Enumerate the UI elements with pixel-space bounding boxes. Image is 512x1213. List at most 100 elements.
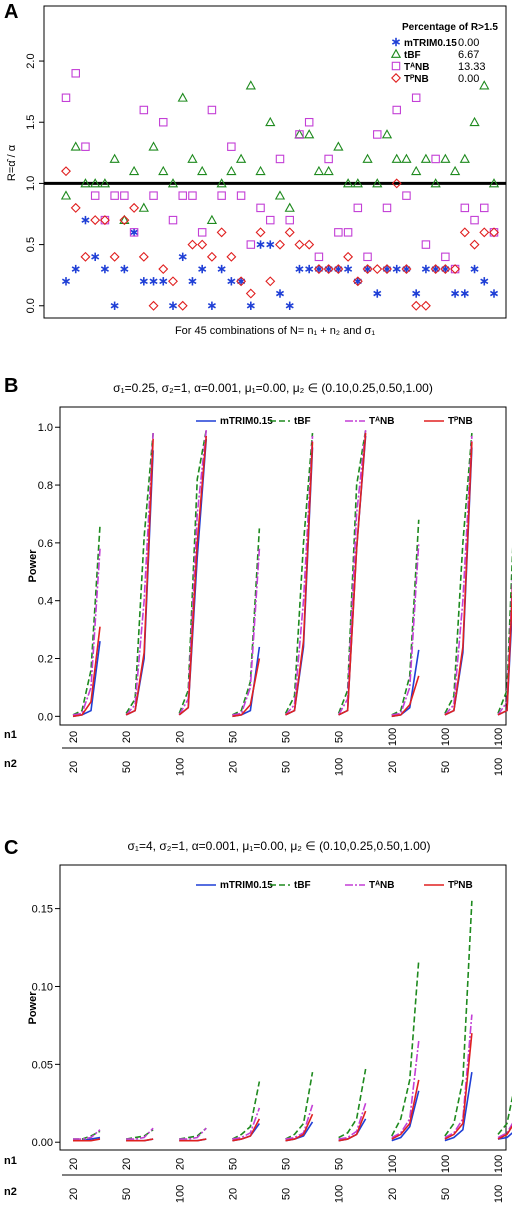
power-line-c: [444, 1014, 473, 1139]
point-triangle: [459, 153, 470, 163]
subtitle-c: σ₁=4, σ₂=1, α=0.001, μ₁=0.00, μ₂ ∈ (0.10…: [128, 839, 431, 853]
point-square: [178, 191, 187, 200]
point-triangle: [99, 178, 111, 188]
legend-marker-square: [391, 61, 401, 71]
point-diamond: [343, 251, 354, 262]
power-line-b: [178, 429, 208, 714]
point-square: [450, 264, 460, 274]
n2-value: 100: [493, 758, 505, 776]
power-line-b: [338, 432, 367, 716]
point-asterisk: [178, 252, 187, 262]
point-square: [489, 228, 499, 237]
point-triangle: [70, 141, 81, 151]
point-triangle: [274, 190, 286, 200]
y-tick-label-a: 1.0: [25, 176, 37, 191]
power-line-c: [179, 1127, 207, 1140]
n2-value: 20: [68, 1188, 80, 1200]
point-diamond: [469, 239, 480, 250]
legend-label: tBF: [294, 880, 311, 891]
point-triangle: [284, 202, 295, 212]
point-square: [411, 93, 421, 103]
point-asterisk: [110, 301, 119, 310]
legend-label: tBF: [294, 416, 311, 427]
point-diamond: [226, 251, 237, 262]
y-axis-a: 0.0 0.5 1.0 1.5 2.0: [25, 53, 44, 313]
legend-title: Percentage of R>1.5: [402, 22, 498, 33]
power-line-c: [497, 1125, 512, 1140]
point-triangle: [177, 92, 188, 102]
n1-label-b: n1: [4, 729, 17, 741]
point-asterisk: [421, 264, 430, 274]
subtitle-b: σ₁=0.25, σ₂=1, α=0.001, μ₁=0.00, μ₂ ∈ (0…: [113, 381, 433, 395]
point-square: [90, 191, 100, 200]
power-line-c: [285, 1104, 314, 1140]
y-axis-b: 0.0 0.2 0.4 0.6 0.8 1.0: [38, 422, 60, 723]
point-triangle: [294, 129, 305, 139]
point-square: [81, 142, 90, 151]
point-square: [188, 191, 197, 200]
point-triangle: [381, 129, 393, 139]
power-line-c: [444, 1072, 473, 1142]
point-triangle: [352, 178, 363, 188]
y-tick-label-b: 0.2: [38, 654, 53, 666]
point-triangle: [187, 153, 198, 163]
point-square: [266, 215, 275, 225]
point-square: [460, 203, 470, 213]
point-asterisk: [246, 301, 255, 310]
panel-b: B σ₁=0.25, σ₂=1, α=0.001, μ₁=0.00, μ₂ ∈ …: [4, 375, 512, 776]
sample-size-labels-b: 20 20 20 50 20 100 50 20 50 50 50 100 100 20 100 50 100 1…: [62, 728, 505, 776]
point-diamond: [255, 227, 266, 238]
point-triangle: [362, 153, 373, 163]
point-diamond: [411, 300, 422, 311]
point-triangle: [80, 178, 91, 188]
point-triangle: [313, 165, 325, 176]
point-square: [421, 240, 431, 249]
point-square: [168, 215, 178, 225]
power-line-b: [497, 546, 512, 714]
legend-marker-diamond: [391, 73, 401, 83]
power-line-c: [444, 1033, 473, 1140]
power-line-b: [125, 432, 154, 714]
point-diamond: [119, 215, 130, 226]
point-square: [217, 191, 226, 200]
point-asterisk: [139, 277, 148, 286]
point-square: [373, 130, 382, 139]
legend-value: 6.67: [458, 49, 479, 61]
power-line-b: [232, 528, 261, 716]
power-line-c: [125, 1129, 154, 1140]
power-line-b: [284, 432, 314, 714]
point-asterisk: [441, 264, 450, 274]
point-asterisk: [480, 277, 489, 286]
point-asterisk: [412, 289, 421, 298]
point-asterisk: [256, 240, 265, 249]
y-tick-label-b: 1.0: [38, 422, 53, 434]
n2-label-b: n2: [4, 758, 17, 770]
n2-value: 50: [121, 761, 133, 773]
point-diamond: [245, 288, 256, 299]
panel-letter-a: A: [4, 1, 18, 23]
point-asterisk: [489, 289, 499, 298]
point-diamond: [372, 264, 383, 275]
power-line-b: [444, 435, 473, 716]
power-line-b: [72, 525, 101, 716]
power-line-c: [232, 1081, 261, 1140]
point-diamond: [80, 251, 91, 262]
y-tick-label-b: 0.0: [38, 711, 53, 723]
n2-value: 100: [174, 758, 186, 776]
point-asterisk: [168, 301, 178, 310]
point-square: [295, 130, 304, 139]
point-triangle: [90, 178, 101, 188]
point-diamond: [158, 264, 169, 275]
power-line-b: [391, 519, 420, 716]
point-diamond: [420, 300, 431, 311]
point-asterisk: [431, 264, 440, 274]
point-diamond: [382, 264, 392, 275]
point-diamond: [479, 227, 490, 238]
point-triangle: [372, 178, 383, 188]
legend-label: TᴾNB: [404, 74, 429, 85]
point-triangle: [469, 116, 480, 127]
point-asterisk: [61, 277, 71, 286]
point-asterisk: [324, 264, 333, 274]
point-diamond: [90, 215, 101, 226]
y-axis-c: 0.00 0.05 0.10 0.15: [32, 904, 60, 1149]
